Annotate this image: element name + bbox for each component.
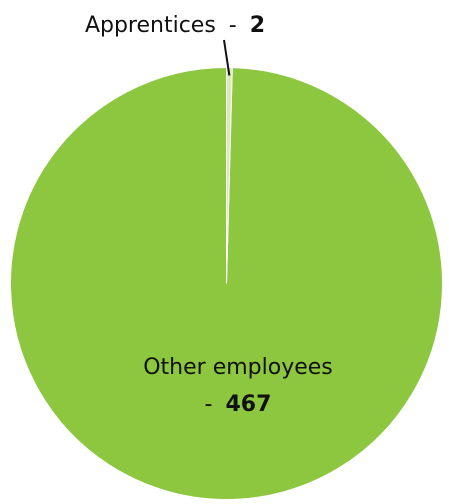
slice-label-other-employees-value: 467	[226, 392, 272, 417]
slice-label-other-employees-name: Other employees	[143, 355, 333, 380]
slice-label-apprentices: Apprentices - 2	[85, 13, 265, 38]
slice-label-other-employees-separator: -	[205, 392, 213, 417]
slice-label-apprentices-name: Apprentices	[85, 13, 216, 38]
pie-slices	[10, 66, 443, 500]
apprentices-leader-line	[223, 39, 231, 76]
slice-label-apprentices-value: 2	[250, 13, 265, 38]
pie-slice-apprentices	[226, 66, 233, 284]
slice-label-other-employees: - 467	[205, 392, 272, 417]
slice-label-apprentices-separator: -	[229, 13, 237, 38]
